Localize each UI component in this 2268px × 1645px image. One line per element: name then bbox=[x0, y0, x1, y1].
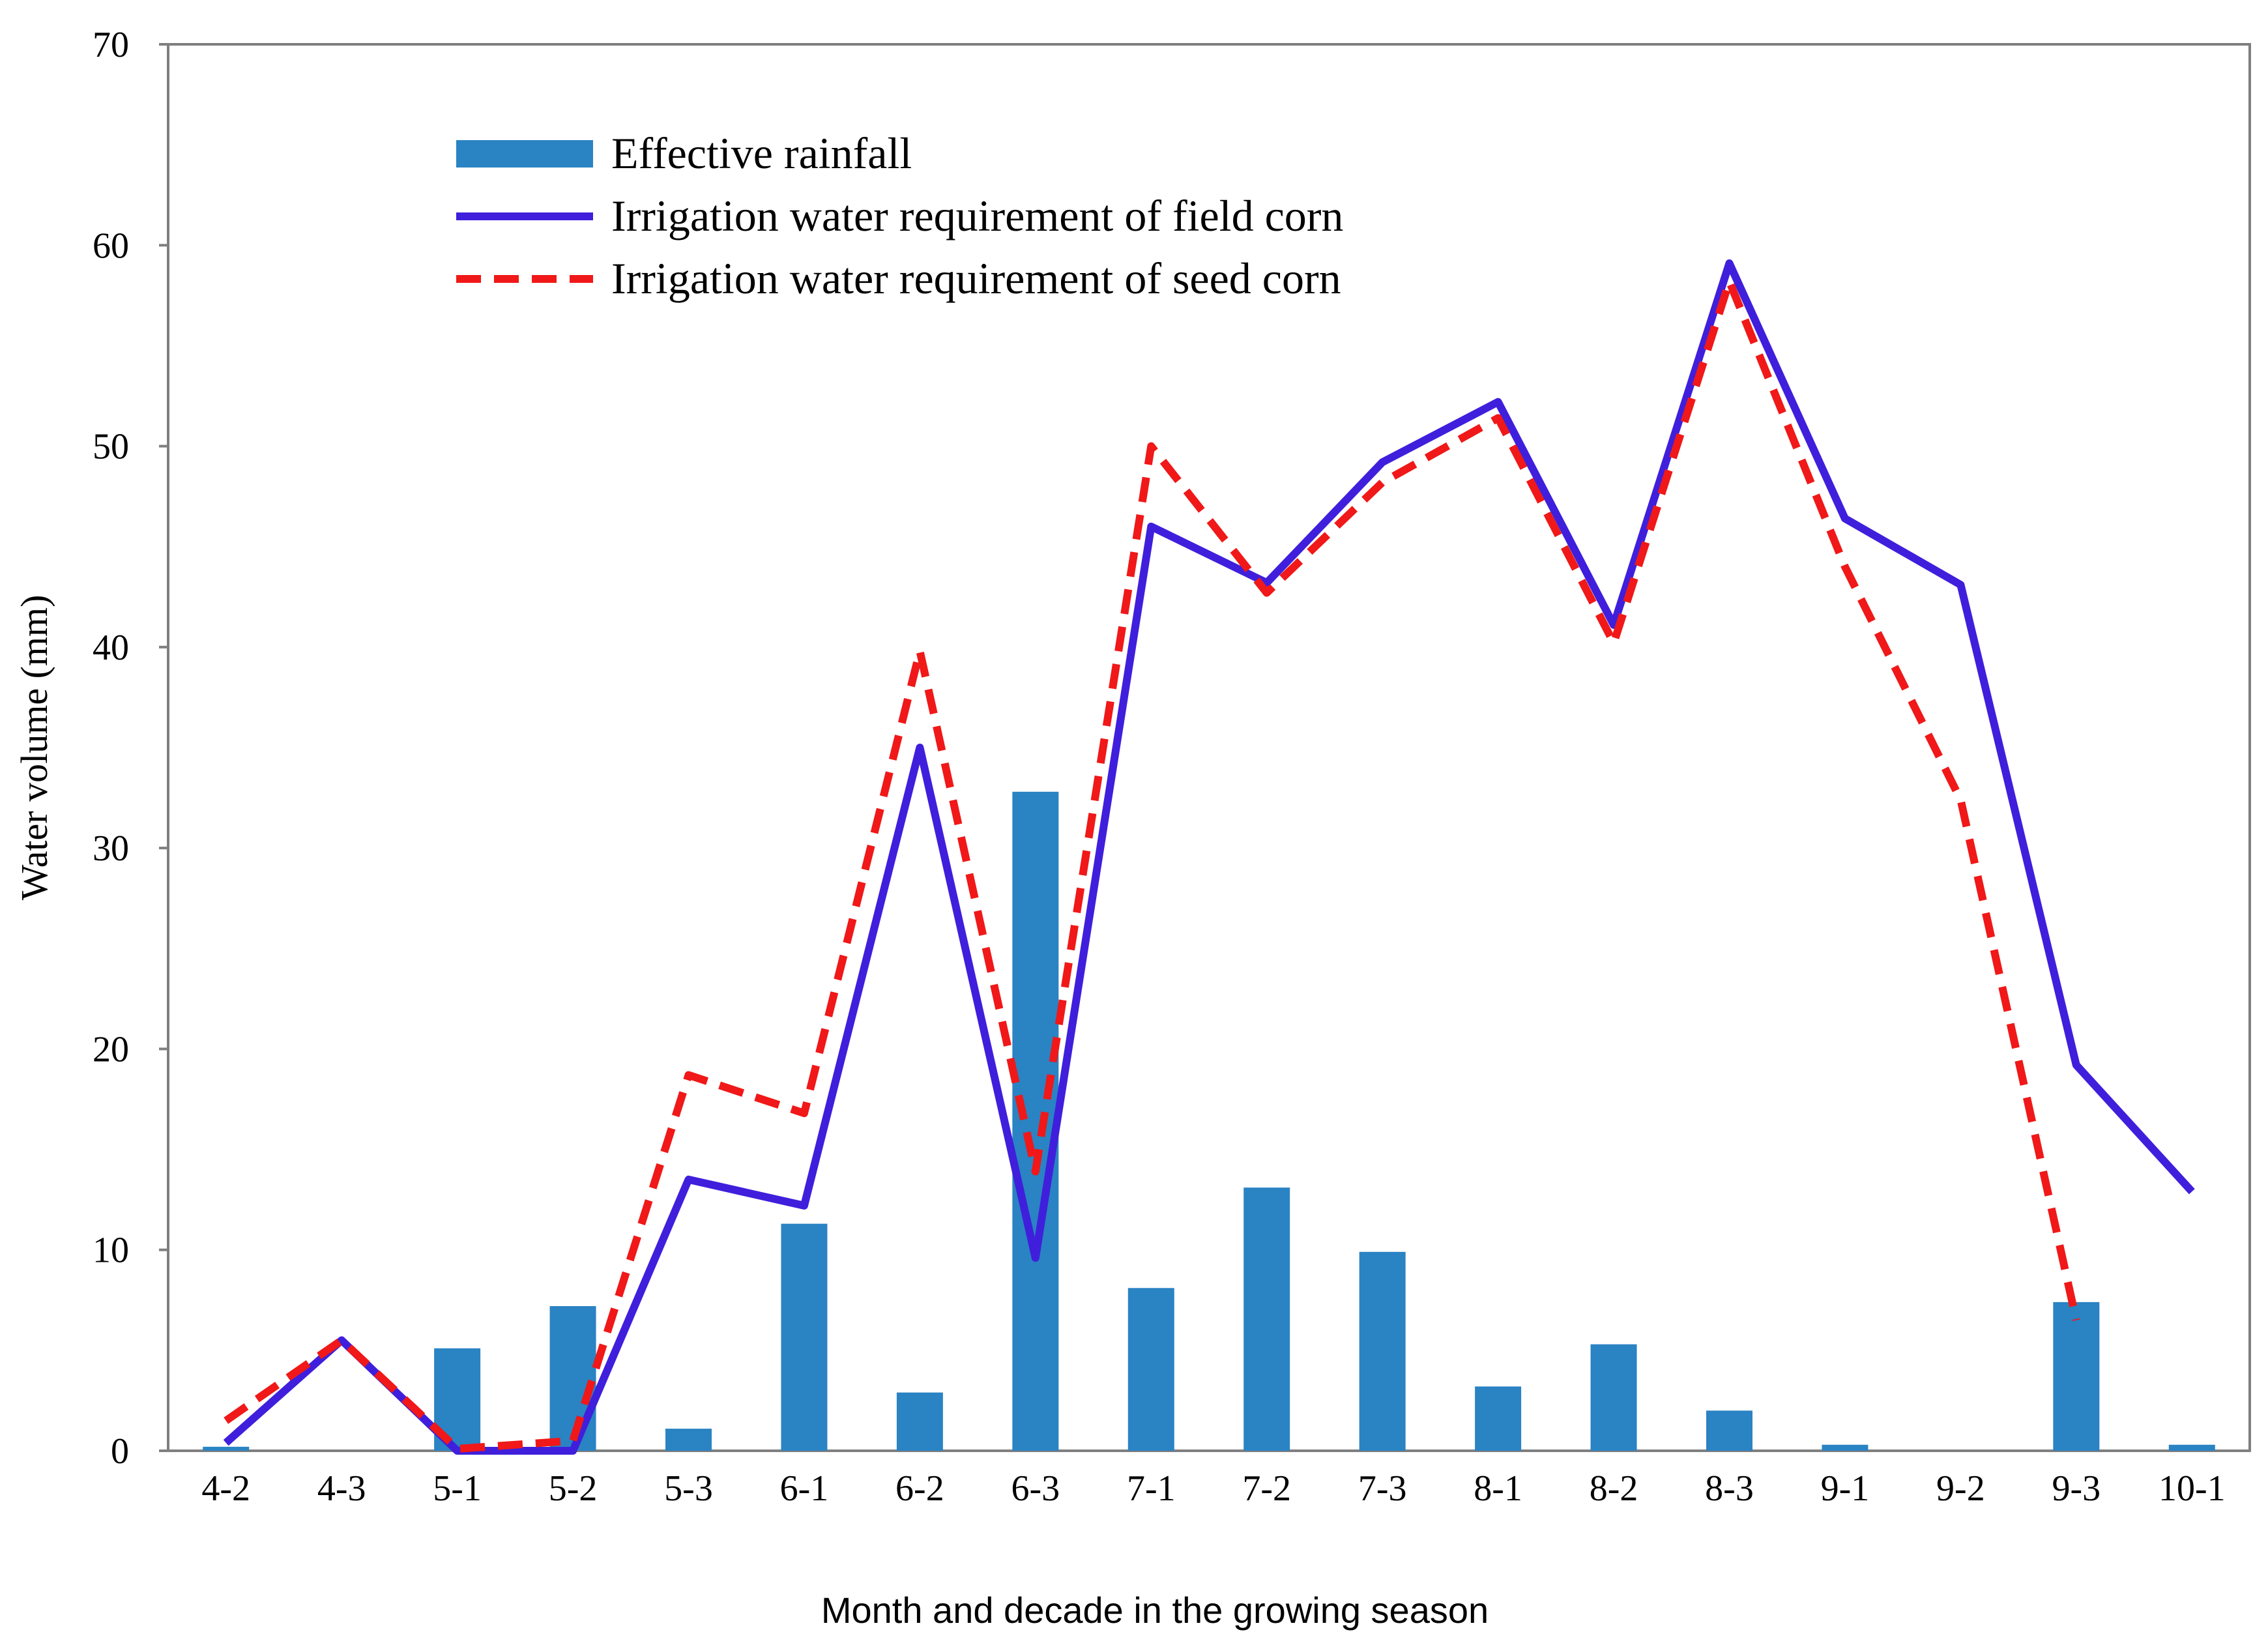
x-tick-label: 4-3 bbox=[317, 1468, 366, 1509]
x-tick-label: 8-1 bbox=[1474, 1468, 1522, 1509]
x-tick-label: 5-1 bbox=[433, 1468, 482, 1509]
legend-label-field-corn: Irrigation water requirement of field co… bbox=[611, 191, 1343, 240]
plot-frame bbox=[167, 43, 2251, 1452]
y-tick-label: 10 bbox=[93, 1230, 129, 1271]
y-axis: 0 10 20 30 40 50 60 70 bbox=[93, 25, 168, 1472]
line-seed-corn bbox=[224, 277, 2080, 1453]
bar-effective-rainfall bbox=[1127, 1288, 1174, 1451]
legend-label-effective-rainfall: Effective rainfall bbox=[611, 128, 912, 178]
x-tick-label: 9-3 bbox=[2052, 1468, 2101, 1509]
y-tick-label: 70 bbox=[93, 25, 129, 65]
x-tick-label: 9-1 bbox=[1821, 1468, 1870, 1509]
bar-effective-rainfall bbox=[1012, 791, 1059, 1451]
bar-effective-rainfall bbox=[1475, 1386, 1522, 1451]
legend: Effective rainfall Irrigation water requ… bbox=[456, 128, 1343, 303]
legend-label-seed-corn: Irrigation water requirement of seed cor… bbox=[611, 254, 1341, 303]
bar-effective-rainfall bbox=[896, 1392, 943, 1451]
x-tick-label: 9-2 bbox=[1936, 1468, 1985, 1509]
y-tick-label: 20 bbox=[93, 1029, 129, 1070]
bar-effective-rainfall bbox=[1706, 1410, 1752, 1451]
x-tick-label: 6-3 bbox=[1011, 1468, 1060, 1509]
line-field-corn bbox=[223, 259, 2195, 1455]
x-tick-label: 10-1 bbox=[2159, 1468, 2226, 1509]
x-tick-label: 6-1 bbox=[780, 1468, 829, 1509]
bar-effective-rainfall bbox=[549, 1306, 596, 1451]
bar-effective-rainfall bbox=[665, 1429, 712, 1451]
bar-effective-rainfall bbox=[2168, 1444, 2215, 1451]
bar-effective-rainfall bbox=[203, 1446, 250, 1451]
y-axis-title: Water volume (mm) bbox=[13, 595, 55, 901]
bar-effective-rainfall bbox=[2053, 1302, 2100, 1451]
x-axis: 4-2 4-3 5-1 5-2 5-3 6-1 6-2 6-3 7-1 7-2 7-3 8-1 8-2 8… bbox=[201, 1468, 2225, 1509]
y-tick-label: 40 bbox=[93, 628, 129, 668]
bar-effective-rainfall bbox=[1359, 1251, 1406, 1451]
y-tick-label: 50 bbox=[93, 427, 129, 467]
x-tick-label: 4-2 bbox=[201, 1468, 250, 1509]
x-tick-label: 5-2 bbox=[549, 1468, 598, 1509]
x-tick-label: 7-2 bbox=[1242, 1468, 1291, 1509]
x-tick-label: 5-3 bbox=[664, 1468, 713, 1509]
x-tick-label: 7-1 bbox=[1127, 1468, 1176, 1509]
bar-effective-rainfall bbox=[1243, 1187, 1290, 1451]
legend-swatch-effective-rainfall bbox=[456, 140, 593, 167]
x-tick-label: 7-3 bbox=[1358, 1468, 1407, 1509]
y-tick-label: 30 bbox=[93, 828, 129, 869]
x-tick-label: 8-3 bbox=[1705, 1468, 1754, 1509]
series-lines bbox=[223, 259, 2195, 1455]
bar-effective-rainfall bbox=[1822, 1444, 1868, 1451]
y-tick-label: 60 bbox=[93, 226, 129, 266]
bar-effective-rainfall bbox=[781, 1223, 828, 1451]
y-tick-label: 0 bbox=[111, 1431, 129, 1472]
x-axis-title: Month and decade in the growing season bbox=[821, 1590, 1489, 1631]
x-tick-label: 6-2 bbox=[895, 1468, 944, 1509]
bar-effective-rainfall bbox=[1590, 1344, 1637, 1451]
x-tick-label: 8-2 bbox=[1590, 1468, 1638, 1509]
rainfall-bars bbox=[203, 791, 2215, 1451]
